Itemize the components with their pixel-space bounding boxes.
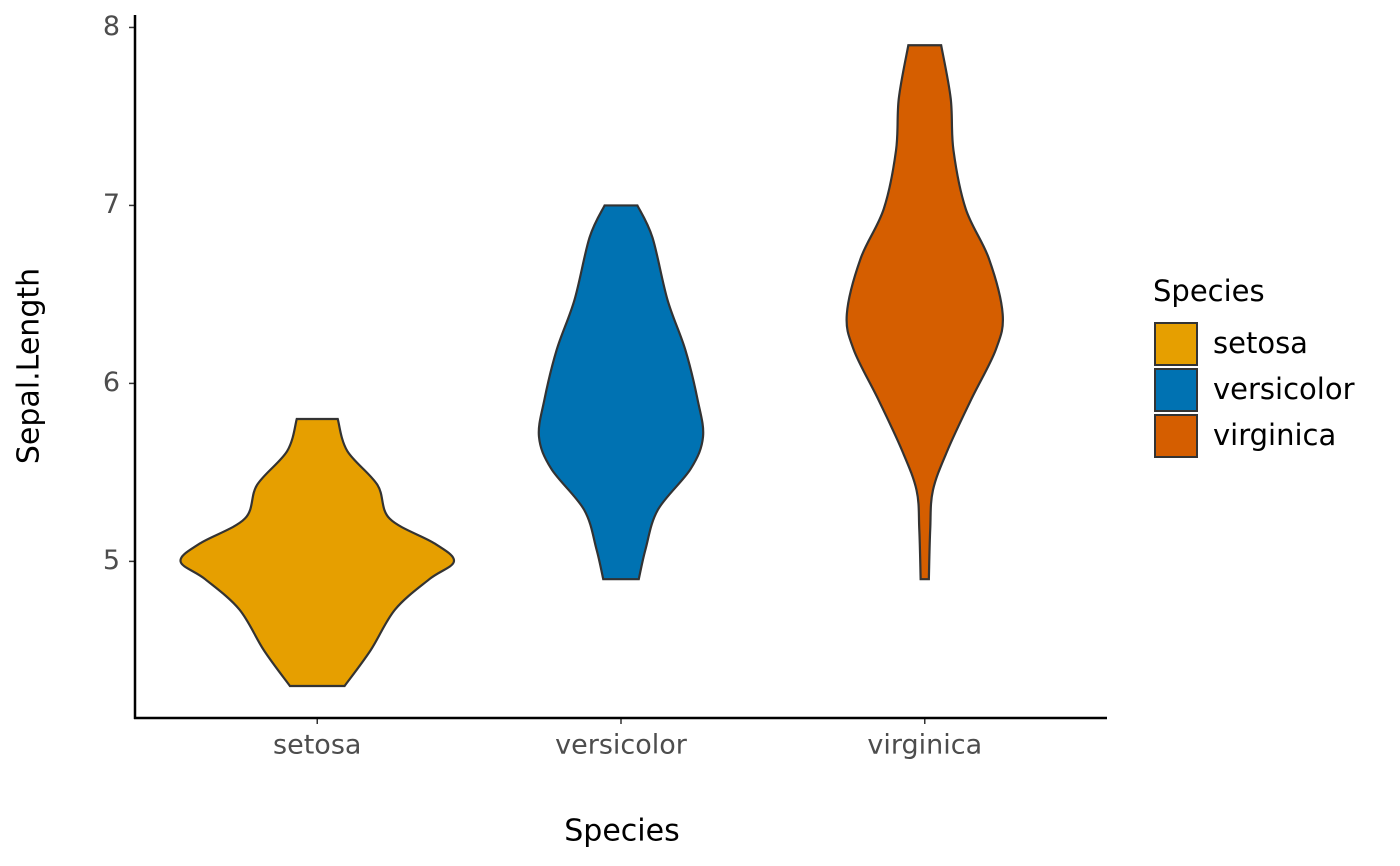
legend-key [1154, 368, 1198, 412]
x-axis-title: Species [564, 814, 679, 849]
violin [179, 417, 456, 688]
violin [537, 204, 705, 581]
violin [845, 44, 1005, 581]
legend-label: setosa [1213, 326, 1308, 360]
legend-key [1154, 322, 1198, 366]
legend-key [1154, 414, 1198, 458]
x-tick-label: virginica [867, 730, 982, 761]
legend-label: virginica [1213, 418, 1336, 452]
y-tick-label: 5 [103, 545, 120, 576]
x-tick-label: setosa [273, 730, 361, 761]
legend-title: Species [1153, 274, 1265, 308]
legend-label: versicolor [1213, 372, 1355, 406]
y-tick-label: 6 [103, 367, 120, 398]
y-tick-label: 7 [103, 189, 120, 220]
x-tick-label: versicolor [555, 730, 688, 761]
y-tick-label: 8 [103, 11, 120, 42]
y-axis-title: Sepal.Length [12, 268, 47, 464]
